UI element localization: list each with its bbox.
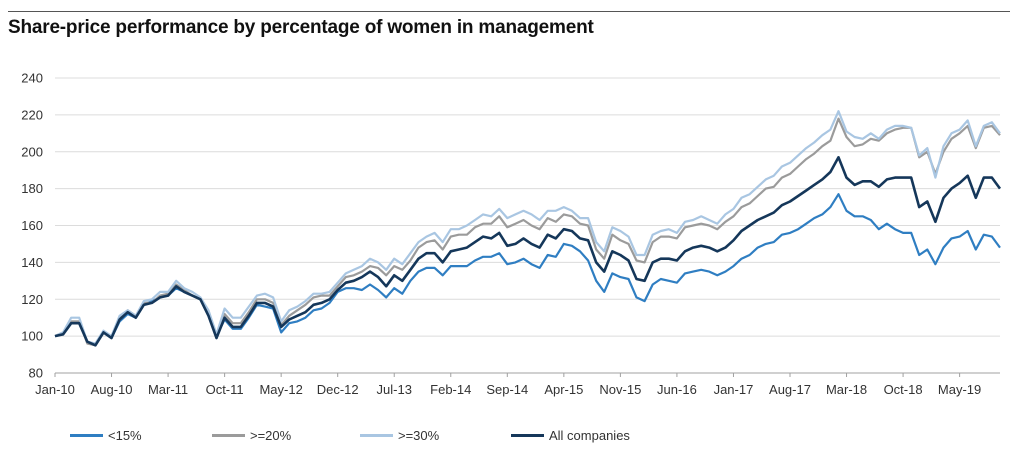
x-tick-label: Mar-11	[148, 382, 188, 397]
series-line-0	[54, 193, 1001, 347]
legend-swatch	[70, 434, 103, 437]
legend-swatch	[212, 434, 245, 437]
series-line-2	[54, 110, 1001, 345]
y-tick-label: 160	[21, 218, 43, 233]
y-tick-label: 220	[21, 107, 43, 122]
y-axis-tick-labels: 80 100 120 140 160 180 200 220 240	[21, 71, 43, 381]
legend-item: <15%	[70, 428, 142, 443]
x-tick-label: Oct-11	[206, 382, 244, 397]
x-tick-label: Nov-15	[599, 382, 641, 397]
x-tick-label: Jan-10	[35, 382, 75, 397]
y-tick-label: 100	[21, 329, 43, 344]
series-line-3	[54, 156, 1002, 347]
y-tick-label: 180	[21, 181, 43, 196]
x-tick-label: Mar-18	[826, 382, 867, 397]
legend-swatch	[511, 434, 544, 437]
y-tick-label: 120	[21, 292, 43, 307]
series-lines	[54, 110, 1002, 347]
top-rule	[8, 11, 1010, 12]
x-tick-label: May-12	[259, 382, 302, 397]
x-tick-label: Feb-14	[430, 382, 471, 397]
x-tick-label: Jan-17	[714, 382, 754, 397]
legend-label: All companies	[549, 428, 630, 443]
y-tick-label: 80	[29, 366, 43, 381]
x-tick-label: Aug-10	[91, 382, 133, 397]
line-chart: 80 100 120 140 160 180 200 220 240 Jan-10 Aug-10 M…	[21, 71, 1002, 397]
legend-item: >=30%	[360, 428, 439, 443]
legend-swatch	[360, 434, 393, 437]
x-tick-label: Aug-17	[769, 382, 811, 397]
series-line-1	[54, 117, 1001, 347]
x-axis-tick-labels: Jan-10 Aug-10 Mar-11 Oct-11 May-12 Dec-12 Jul-…	[35, 373, 981, 397]
legend-item: All companies	[511, 428, 630, 443]
x-tick-label: Apr-15	[544, 382, 583, 397]
legend-label: <15%	[108, 428, 142, 443]
legend-label: >=30%	[398, 428, 440, 443]
legend-item: >=20%	[212, 428, 291, 443]
y-tick-label: 140	[21, 255, 43, 270]
gridlines	[55, 77, 1000, 374]
x-tick-label: Jul-13	[377, 382, 412, 397]
x-tick-label: Dec-12	[317, 382, 359, 397]
y-tick-label: 200	[21, 144, 43, 159]
x-tick-label: Oct-18	[884, 382, 923, 397]
x-tick-label: May-19	[938, 382, 981, 397]
y-tick-label: 240	[21, 71, 43, 86]
chart-title: Share-price performance by percentage of…	[8, 17, 594, 38]
x-tick-label: Sep-14	[486, 382, 528, 397]
legend-label: >=20%	[250, 428, 292, 443]
x-tick-label: Jun-16	[657, 382, 697, 397]
